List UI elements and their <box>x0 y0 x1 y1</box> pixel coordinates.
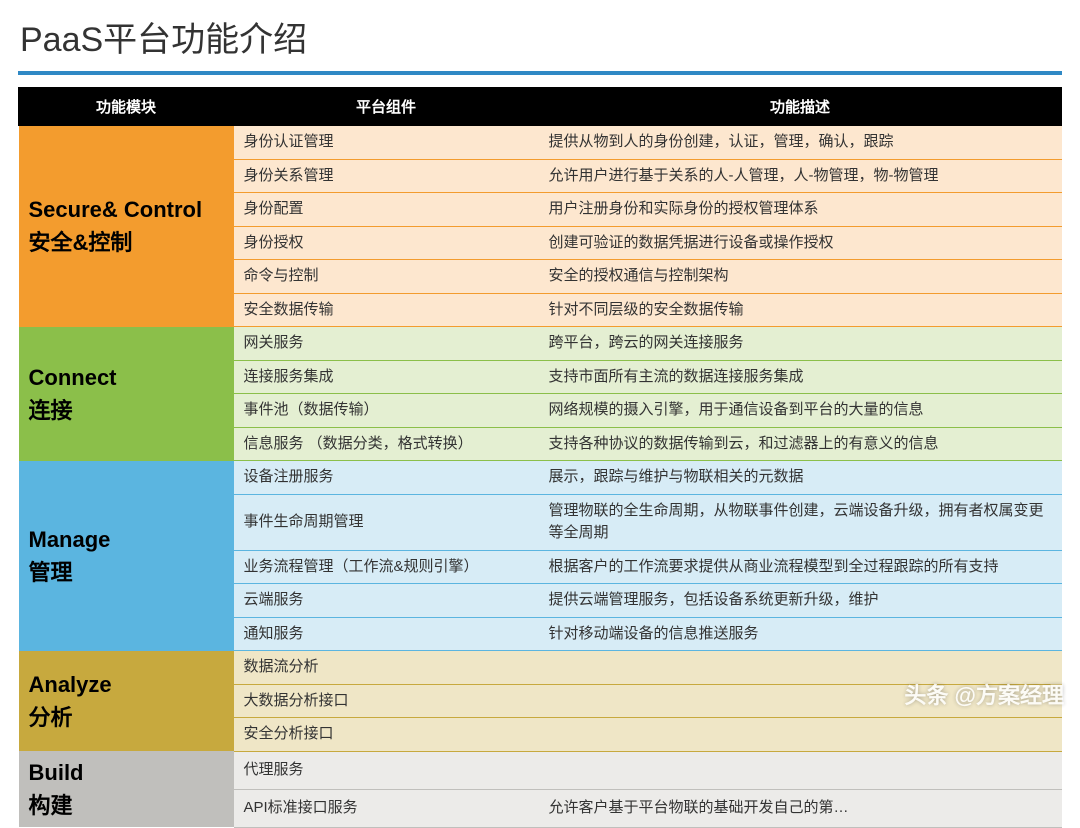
component-cell: 安全分析接口 <box>234 718 539 752</box>
desc-cell: 针对不同层级的安全数据传输 <box>539 293 1062 327</box>
desc-cell: 网络规模的摄入引擎，用于通信设备到平台的大量的信息 <box>539 394 1062 428</box>
component-cell: 数据流分析 <box>234 651 539 685</box>
component-cell: 设备注册服务 <box>234 461 539 495</box>
component-cell: 连接服务集成 <box>234 360 539 394</box>
desc-cell: 支持市面所有主流的数据连接服务集成 <box>539 360 1062 394</box>
module-cell-build: Build构建 <box>19 751 234 827</box>
module-zh: 连接 <box>29 394 224 427</box>
desc-cell: 支持各种协议的数据传输到云，和过滤器上的有意义的信息 <box>539 427 1062 461</box>
desc-cell: 针对移动端设备的信息推送服务 <box>539 617 1062 651</box>
desc-cell: 安全的授权通信与控制架构 <box>539 260 1062 294</box>
desc-cell: 管理物联的全生命周期，从物联事件创建，云端设备升级，拥有者权属变更等全周期 <box>539 494 1062 550</box>
desc-cell: 允许用户进行基于关系的人-人管理，人-物管理，物-物管理 <box>539 159 1062 193</box>
page-title: PaaS平台功能介绍 <box>0 0 1080 71</box>
component-cell: 命令与控制 <box>234 260 539 294</box>
component-cell: 大数据分析接口 <box>234 684 539 718</box>
desc-cell <box>539 684 1062 718</box>
component-cell: API标准接口服务 <box>234 789 539 827</box>
col-module: 功能模块 <box>19 88 234 126</box>
col-desc: 功能描述 <box>539 88 1062 126</box>
module-zh: 分析 <box>29 701 224 734</box>
col-component: 平台组件 <box>234 88 539 126</box>
desc-cell: 跨平台，跨云的网关连接服务 <box>539 327 1062 361</box>
component-cell: 云端服务 <box>234 584 539 618</box>
component-cell: 业务流程管理（工作流&规则引擎） <box>234 550 539 584</box>
module-cell-connect: Connect连接 <box>19 327 234 461</box>
table-header-row: 功能模块 平台组件 功能描述 <box>19 88 1062 126</box>
desc-cell: 展示，跟踪与维护与物联相关的元数据 <box>539 461 1062 495</box>
module-zh: 构建 <box>29 789 224 822</box>
desc-cell: 提供从物到人的身份创建，认证，管理，确认，跟踪 <box>539 126 1062 160</box>
component-cell: 安全数据传输 <box>234 293 539 327</box>
module-cell-secure: Secure& Control安全&控制 <box>19 126 234 327</box>
feature-table: 功能模块 平台组件 功能描述 Secure& Control安全&控制身份认证管… <box>18 87 1062 828</box>
desc-cell: 用户注册身份和实际身份的授权管理体系 <box>539 193 1062 227</box>
module-cell-manage: Manage管理 <box>19 461 234 651</box>
component-cell: 事件池（数据传输） <box>234 394 539 428</box>
component-cell: 代理服务 <box>234 751 539 789</box>
component-cell: 身份关系管理 <box>234 159 539 193</box>
module-en: Build <box>29 756 224 789</box>
module-en: Analyze <box>29 668 224 701</box>
module-en: Manage <box>29 523 224 556</box>
table-row: Manage管理设备注册服务展示，跟踪与维护与物联相关的元数据 <box>19 461 1062 495</box>
component-cell: 身份授权 <box>234 226 539 260</box>
module-en: Connect <box>29 361 224 394</box>
desc-cell <box>539 651 1062 685</box>
desc-cell: 允许客户基于平台物联的基础开发自己的第… <box>539 789 1062 827</box>
title-underline <box>18 71 1062 75</box>
desc-cell: 根据客户的工作流要求提供从商业流程模型到全过程跟踪的所有支持 <box>539 550 1062 584</box>
component-cell: 身份配置 <box>234 193 539 227</box>
component-cell: 事件生命周期管理 <box>234 494 539 550</box>
module-en: Secure& Control <box>29 193 224 226</box>
component-cell: 身份认证管理 <box>234 126 539 160</box>
module-zh: 管理 <box>29 556 224 589</box>
table-row: Connect连接网关服务跨平台，跨云的网关连接服务 <box>19 327 1062 361</box>
desc-cell <box>539 718 1062 752</box>
table-row: Build构建代理服务 <box>19 751 1062 789</box>
component-cell: 通知服务 <box>234 617 539 651</box>
module-zh: 安全&控制 <box>29 226 224 259</box>
desc-cell: 创建可验证的数据凭据进行设备或操作授权 <box>539 226 1062 260</box>
desc-cell <box>539 751 1062 789</box>
component-cell: 信息服务 （数据分类，格式转换） <box>234 427 539 461</box>
module-cell-analyze: Analyze分析 <box>19 651 234 752</box>
table-row: Secure& Control安全&控制身份认证管理提供从物到人的身份创建，认证… <box>19 126 1062 160</box>
component-cell: 网关服务 <box>234 327 539 361</box>
desc-cell: 提供云端管理服务，包括设备系统更新升级，维护 <box>539 584 1062 618</box>
table-row: Analyze分析数据流分析 <box>19 651 1062 685</box>
